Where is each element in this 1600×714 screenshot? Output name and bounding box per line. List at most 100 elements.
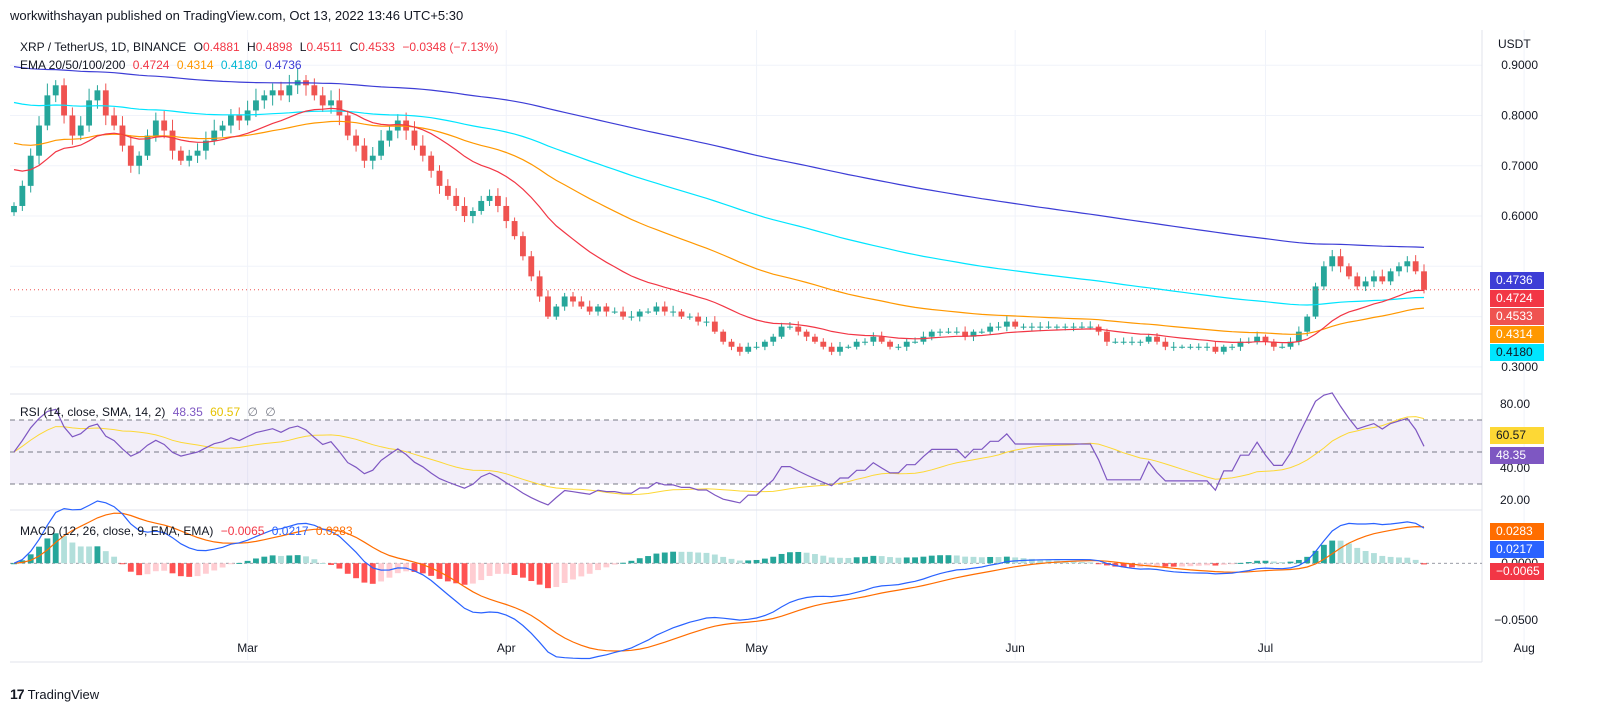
macd-histogram-bar	[720, 556, 727, 564]
candle-body	[286, 85, 293, 96]
candle-body	[503, 205, 510, 222]
macd-histogram-bar	[711, 554, 718, 564]
candle-body	[845, 346, 852, 348]
macd-histogram-bar	[369, 563, 376, 584]
macd-histogram-bar	[169, 563, 176, 574]
candle-body	[311, 85, 318, 96]
macd-histogram-bar	[361, 563, 368, 583]
rsi-extra-2: ∅	[265, 405, 276, 419]
candle-body	[903, 341, 910, 347]
macd-signal-value: 0.0283	[315, 524, 353, 538]
candle-body	[520, 236, 526, 257]
ema50-value: 0.4314	[176, 58, 214, 72]
tradingview-brand[interactable]: TradingView	[27, 686, 100, 702]
macd-histogram-bar	[928, 555, 935, 564]
macd-histogram-bar	[578, 563, 585, 577]
candle-body	[494, 195, 501, 206]
candle-body	[119, 125, 126, 146]
candle-body	[52, 85, 59, 96]
ema-label[interactable]: EMA 20/50/100/200	[20, 58, 126, 72]
candle-body	[978, 331, 985, 333]
candle-body	[578, 301, 585, 307]
ema100-value: 0.4180	[220, 58, 258, 72]
macd-histogram-bar	[786, 552, 793, 564]
macd-histogram-bar	[436, 563, 443, 579]
macd-histogram-bar	[895, 557, 902, 564]
macd-histogram-bar	[1404, 557, 1411, 564]
macd-lines	[10, 500, 1482, 660]
price-badge: 0.4724	[1490, 289, 1544, 307]
macd-histogram-bar	[628, 560, 635, 564]
macd-histogram-bar	[1412, 559, 1419, 564]
ema20-value: 0.4724	[132, 58, 170, 72]
candle-body	[1112, 341, 1119, 343]
candle-body	[1404, 261, 1411, 267]
candle-body	[428, 155, 435, 171]
candle-body	[920, 336, 927, 342]
close-label: C	[349, 40, 359, 54]
candle-body	[1037, 326, 1044, 328]
macd-badge: 0.0283	[1490, 523, 1544, 540]
macd-label[interactable]: MACD (12, 26, close, 9, EMA, EMA)	[20, 524, 214, 538]
macd-histogram-bar	[127, 563, 134, 572]
macd-histogram-bar	[328, 563, 334, 565]
macd-histogram-bar	[453, 563, 460, 584]
time-tick-label: Jul	[1258, 641, 1273, 655]
currency-label: USDT	[1498, 37, 1531, 51]
macd-histogram-bar	[728, 558, 735, 564]
macd-histogram-bar	[236, 562, 243, 564]
candle-body	[1129, 341, 1135, 343]
rsi-badge: 60.57	[1490, 427, 1544, 445]
macd-histogram-bar	[478, 563, 485, 581]
ema50-line	[13, 120, 1425, 335]
candle-body	[219, 125, 226, 131]
candle-body	[1179, 346, 1185, 348]
macd-histogram-bar	[1279, 562, 1286, 564]
candle-body	[1354, 276, 1361, 287]
macd-histogram-bar	[920, 556, 927, 564]
macd-histogram-bar	[119, 563, 126, 565]
macd-badge: 0.0217	[1490, 541, 1544, 558]
macd-histogram-bar	[845, 557, 852, 564]
candle-body	[1287, 341, 1294, 347]
macd-histogram-bar	[303, 556, 309, 564]
macd-histogram-bar	[520, 563, 526, 578]
candle-body	[361, 145, 368, 161]
macd-histogram-bar	[202, 563, 209, 574]
macd-histogram-bar	[1045, 560, 1052, 564]
candle-body	[620, 311, 626, 317]
candle-body	[1045, 326, 1052, 328]
candle-body	[228, 115, 234, 126]
candle-body	[653, 306, 660, 312]
macd-histogram-bar	[795, 551, 802, 564]
candle-body	[1204, 346, 1210, 348]
macd-histogram-bar	[1028, 558, 1035, 564]
candle-body	[436, 170, 443, 186]
macd-histogram-bar	[653, 553, 660, 564]
macd-line	[13, 500, 1425, 660]
candle-body	[828, 346, 835, 352]
candle-body	[778, 326, 785, 337]
footer: 17 TradingView	[10, 686, 99, 702]
macd-histogram-bar	[1371, 553, 1377, 564]
low-value: 0.4511	[306, 40, 343, 54]
macd-histogram-bar	[144, 563, 151, 575]
symbol-label[interactable]: XRP / TetherUS, 1D, BINANCE	[20, 40, 187, 54]
macd-histogram-bar	[995, 557, 1002, 564]
candle-body	[152, 120, 159, 136]
candle-body	[244, 110, 251, 121]
macd-histogram-bar	[1262, 560, 1269, 564]
rsi-tick-label: 40.00	[1500, 461, 1530, 475]
macd-histogram-bar	[353, 563, 359, 579]
macd-histogram-bar	[1270, 561, 1277, 564]
rsi-legend: RSI (14, close, SMA, 14, 2) 48.35 60.57 …	[20, 405, 280, 419]
macd-histogram-bar	[970, 556, 977, 564]
candle-body	[1387, 271, 1394, 282]
rsi-pane	[10, 419, 1482, 485]
macd-histogram-bar	[403, 563, 410, 572]
rsi-label[interactable]: RSI (14, close, SMA, 14, 2)	[20, 405, 166, 419]
candle-body	[1396, 266, 1402, 272]
macd-histogram-bar	[761, 558, 768, 564]
candle-body	[1337, 256, 1344, 267]
